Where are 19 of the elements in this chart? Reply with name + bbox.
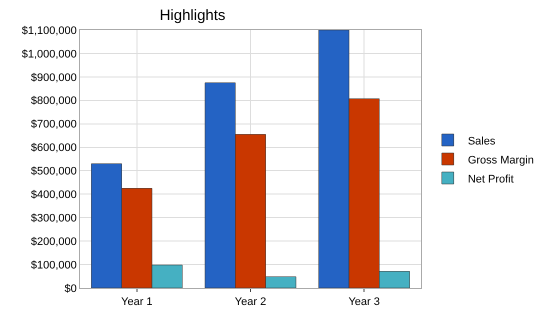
y-tick-label: $200,000: [30, 236, 77, 248]
legend-label: Net Profit: [468, 173, 514, 186]
chart-title: Highlights: [160, 7, 226, 24]
x-tick-label: Year 1: [121, 296, 153, 308]
y-tick-label: $500,000: [30, 166, 77, 178]
y-tick-label: $700,000: [30, 118, 77, 131]
y-tick-label: $900,000: [30, 72, 77, 84]
x-tick-label: Year 3: [348, 296, 380, 308]
y-tick-label: $1,100,000: [22, 24, 77, 37]
y-tick-label: $300,000: [30, 212, 77, 224]
y-tick-label: $1,000,000: [22, 48, 77, 60]
legend-label: Sales: [468, 135, 496, 148]
y-tick-label: $400,000: [30, 189, 77, 202]
y-tick-label: $100,000: [30, 259, 77, 272]
y-tick-label: $800,000: [30, 95, 77, 108]
y-tick-label: $600,000: [30, 142, 77, 154]
x-tick-label: Year 2: [234, 296, 266, 308]
y-tick-label: $0: [64, 282, 77, 295]
legend-label: Gross Margin: [468, 154, 534, 166]
